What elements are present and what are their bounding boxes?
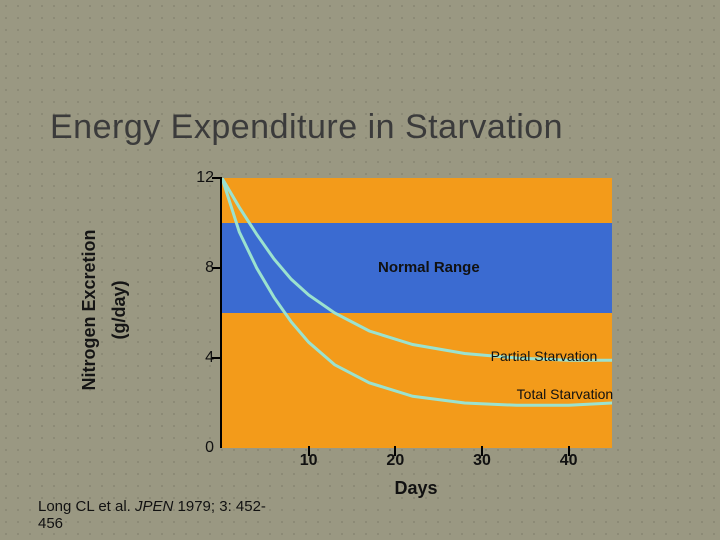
chart-svg [222,178,612,448]
citation: Long CL et al. JPEN 1979; 3: 452- 456 [38,498,266,532]
y-axis-label-line2: (g/day) [110,280,130,339]
x-tick-mark [568,446,570,456]
x-tick-mark [394,446,396,456]
x-axis-label: Days [394,478,437,499]
page-title: Energy Expenditure in Starvation [50,108,563,147]
citation-prefix: Long CL et al. [38,498,135,515]
x-tick-mark [308,446,310,456]
citation-journal: JPEN [135,498,173,515]
y-tick-mark [212,267,222,269]
x-tick-mark [481,446,483,456]
y-axis-label-line1: Nitrogen Excretion [80,229,100,390]
citation-suffix: 1979; 3: 452- [173,498,266,515]
curve-label-0: Partial Starvation [491,348,598,364]
y-tick-label: 0 [205,439,222,457]
curve-label-1: Total Starvation [517,386,614,402]
citation-line2: 456 [38,515,63,532]
y-tick-mark [212,357,222,359]
y-tick-mark [212,177,222,179]
plot-area: Days Normal RangePartial StarvationTotal… [220,178,610,448]
normal-range-label: Normal Range [378,259,480,276]
chart: Nitrogen Excretion (g/day) Days Normal R… [100,160,660,480]
